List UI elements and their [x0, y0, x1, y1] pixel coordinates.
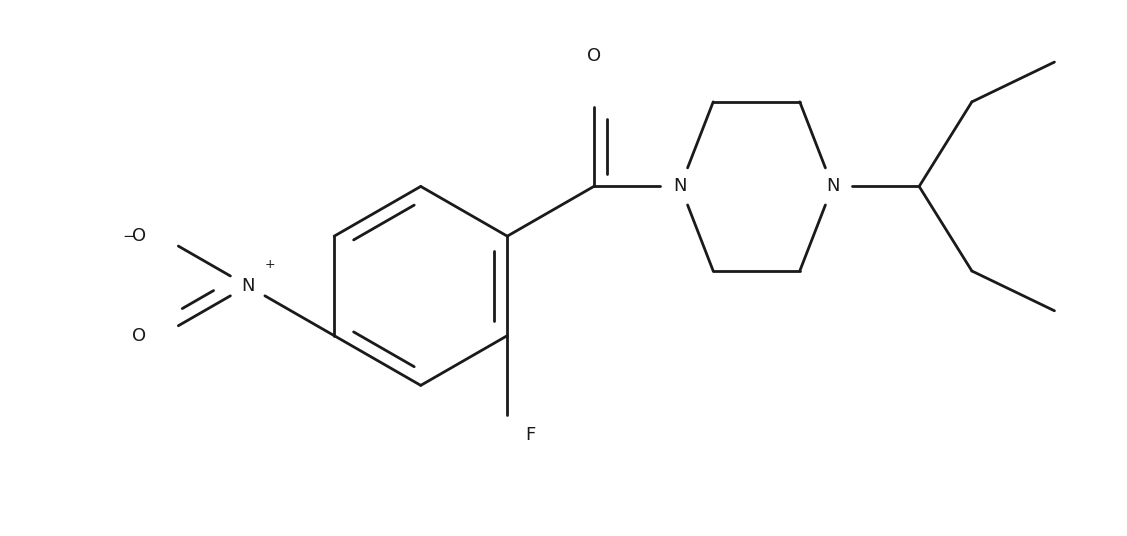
Text: N: N [674, 177, 687, 196]
Text: O: O [587, 47, 601, 65]
Text: +: + [264, 257, 275, 271]
Text: −: − [123, 229, 135, 244]
Text: F: F [525, 426, 535, 444]
Text: N: N [826, 177, 840, 196]
Text: N: N [241, 277, 255, 295]
Text: O: O [132, 326, 147, 345]
Text: O: O [132, 227, 147, 245]
